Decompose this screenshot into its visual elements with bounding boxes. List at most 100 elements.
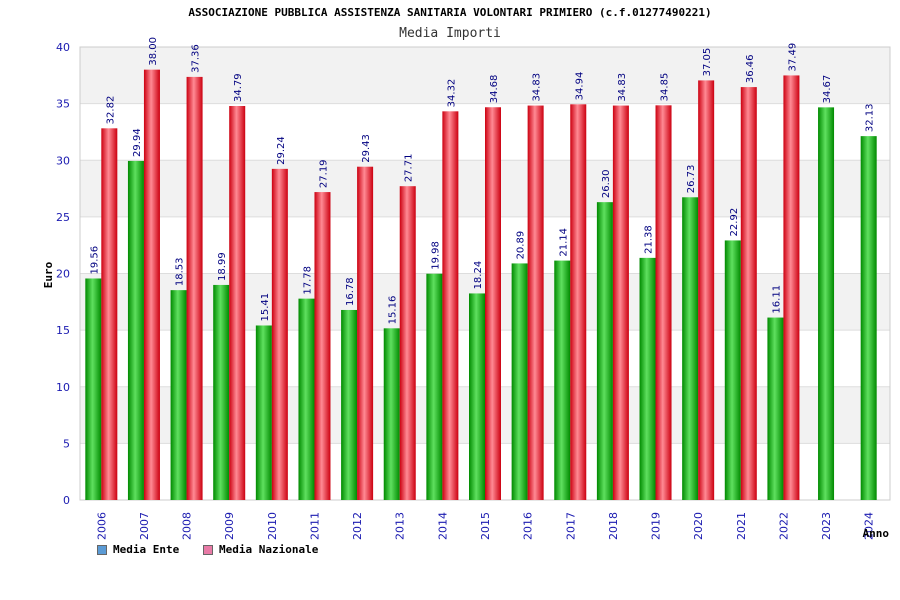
bar-nazionale [485, 107, 501, 501]
data-label-ente: 17.78 [302, 266, 313, 295]
x-tick-label: 2024 [863, 512, 876, 540]
bar-ente [170, 290, 187, 500]
x-tick-label: 2013 [394, 512, 407, 540]
data-label-ente: 20.89 [516, 231, 527, 260]
bar-ente [85, 278, 102, 500]
legend-nazionale-swatch [203, 544, 213, 555]
bar-nazionale [101, 128, 118, 500]
bar-ente [682, 197, 699, 500]
y-axis-title: Euro [42, 261, 55, 288]
legend-ente-swatch [97, 544, 107, 555]
x-tick-label: 2008 [181, 512, 194, 540]
bar-ente [469, 293, 485, 500]
x-tick-label: 2019 [650, 512, 663, 540]
x-tick-label: 2015 [479, 512, 492, 540]
bar-nazionale [527, 105, 544, 501]
y-tick-label: 30 [56, 154, 70, 167]
data-label-nazionale: 29.24 [276, 136, 287, 165]
data-label-ente: 18.24 [473, 261, 484, 290]
data-label-nazionale: 36.46 [745, 54, 756, 83]
bar-ente [596, 202, 613, 500]
y-tick-label: 20 [56, 268, 70, 281]
bar-nazionale [783, 75, 800, 500]
data-label-nazionale: 29.43 [361, 134, 372, 163]
x-tick-label: 2006 [95, 512, 108, 540]
bar-nazionale [698, 80, 715, 500]
x-tick-label: 2010 [266, 512, 279, 540]
x-tick-label: 2021 [735, 512, 748, 540]
data-label-nazionale: 37.05 [702, 48, 713, 77]
bar-nazionale [740, 87, 757, 500]
data-label-nazionale: 34.79 [233, 73, 244, 102]
data-label-ente: 16.11 [771, 285, 782, 314]
chart-title: ASSOCIAZIONE PUBBLICA ASSISTENZA SANITAR… [188, 6, 712, 19]
y-tick-label: 25 [56, 211, 70, 224]
bar-nazionale [570, 104, 587, 500]
x-tick-label: 2017 [564, 512, 577, 540]
x-axis-title: Anno [863, 527, 890, 540]
bar-ente [127, 160, 144, 500]
y-tick-label: 0 [63, 494, 70, 507]
data-label-ente: 32.13 [865, 103, 876, 132]
legend-ente: Media Ente [97, 543, 179, 556]
data-label-ente: 16.78 [345, 277, 356, 306]
bar-nazionale [186, 76, 203, 500]
x-tick-label: 2009 [223, 512, 236, 540]
x-tick-label: 2011 [308, 512, 321, 540]
x-tick-label: 2022 [777, 512, 790, 540]
y-tick-label: 40 [56, 41, 70, 54]
x-tick-label: 2012 [351, 512, 364, 540]
bar-ente [818, 107, 835, 501]
bar-ente [554, 260, 571, 500]
data-label-ente: 21.38 [644, 225, 655, 254]
data-label-ente: 18.53 [175, 258, 186, 287]
bar-nazionale [612, 105, 629, 501]
data-label-ente: 26.73 [686, 165, 697, 194]
legend-nazionale: Media Nazionale [203, 543, 318, 556]
x-tick-label: 2014 [436, 512, 449, 540]
bar-ente [213, 284, 230, 500]
data-label-ente: 26.30 [601, 170, 612, 199]
bar-nazionale [229, 106, 246, 501]
bar-ente [767, 317, 784, 500]
data-label-ente: 19.98 [430, 241, 441, 270]
data-label-nazionale: 38.00 [148, 37, 159, 66]
x-tick-label: 2007 [138, 512, 151, 540]
data-label-nazionale: 34.68 [489, 75, 500, 104]
x-tick-label: 2023 [820, 512, 833, 540]
bar-ente [298, 298, 315, 500]
y-tick-label: 35 [56, 98, 70, 111]
data-label-nazionale: 37.36 [191, 44, 202, 73]
data-label-ente: 21.14 [558, 228, 569, 257]
bar-ente [255, 325, 272, 500]
bar-ente [724, 240, 741, 500]
data-label-nazionale: 27.19 [318, 159, 329, 188]
data-label-ente: 18.99 [217, 252, 228, 281]
data-label-ente: 15.16 [388, 296, 399, 325]
data-label-nazionale: 34.83 [532, 73, 543, 102]
data-label-ente: 22.92 [729, 208, 740, 237]
data-label-nazionale: 34.94 [574, 72, 585, 101]
legend-ente-label: Media Ente [113, 543, 180, 556]
data-label-ente: 15.41 [260, 293, 271, 322]
bar-ente [383, 328, 400, 500]
y-tick-label: 15 [56, 324, 70, 337]
data-label-ente: 29.94 [132, 128, 143, 157]
bar-nazionale [357, 166, 374, 500]
chart-subtitle: Media Importi [399, 26, 501, 41]
bar-ente [860, 136, 877, 500]
data-label-nazionale: 27.71 [404, 154, 415, 183]
data-label-ente: 19.56 [89, 246, 100, 275]
bar-ente [639, 257, 656, 500]
x-tick-label: 2018 [607, 512, 620, 540]
x-tick-label: 2020 [692, 512, 705, 540]
x-tick-label: 2016 [522, 512, 535, 540]
bar-ente [426, 273, 443, 500]
bar-nazionale [442, 111, 459, 501]
y-tick-label: 5 [63, 437, 70, 450]
data-label-nazionale: 34.85 [660, 73, 671, 102]
data-label-ente: 34.67 [822, 75, 833, 104]
bar-nazionale [399, 186, 416, 500]
y-tick-label: 10 [56, 381, 70, 394]
